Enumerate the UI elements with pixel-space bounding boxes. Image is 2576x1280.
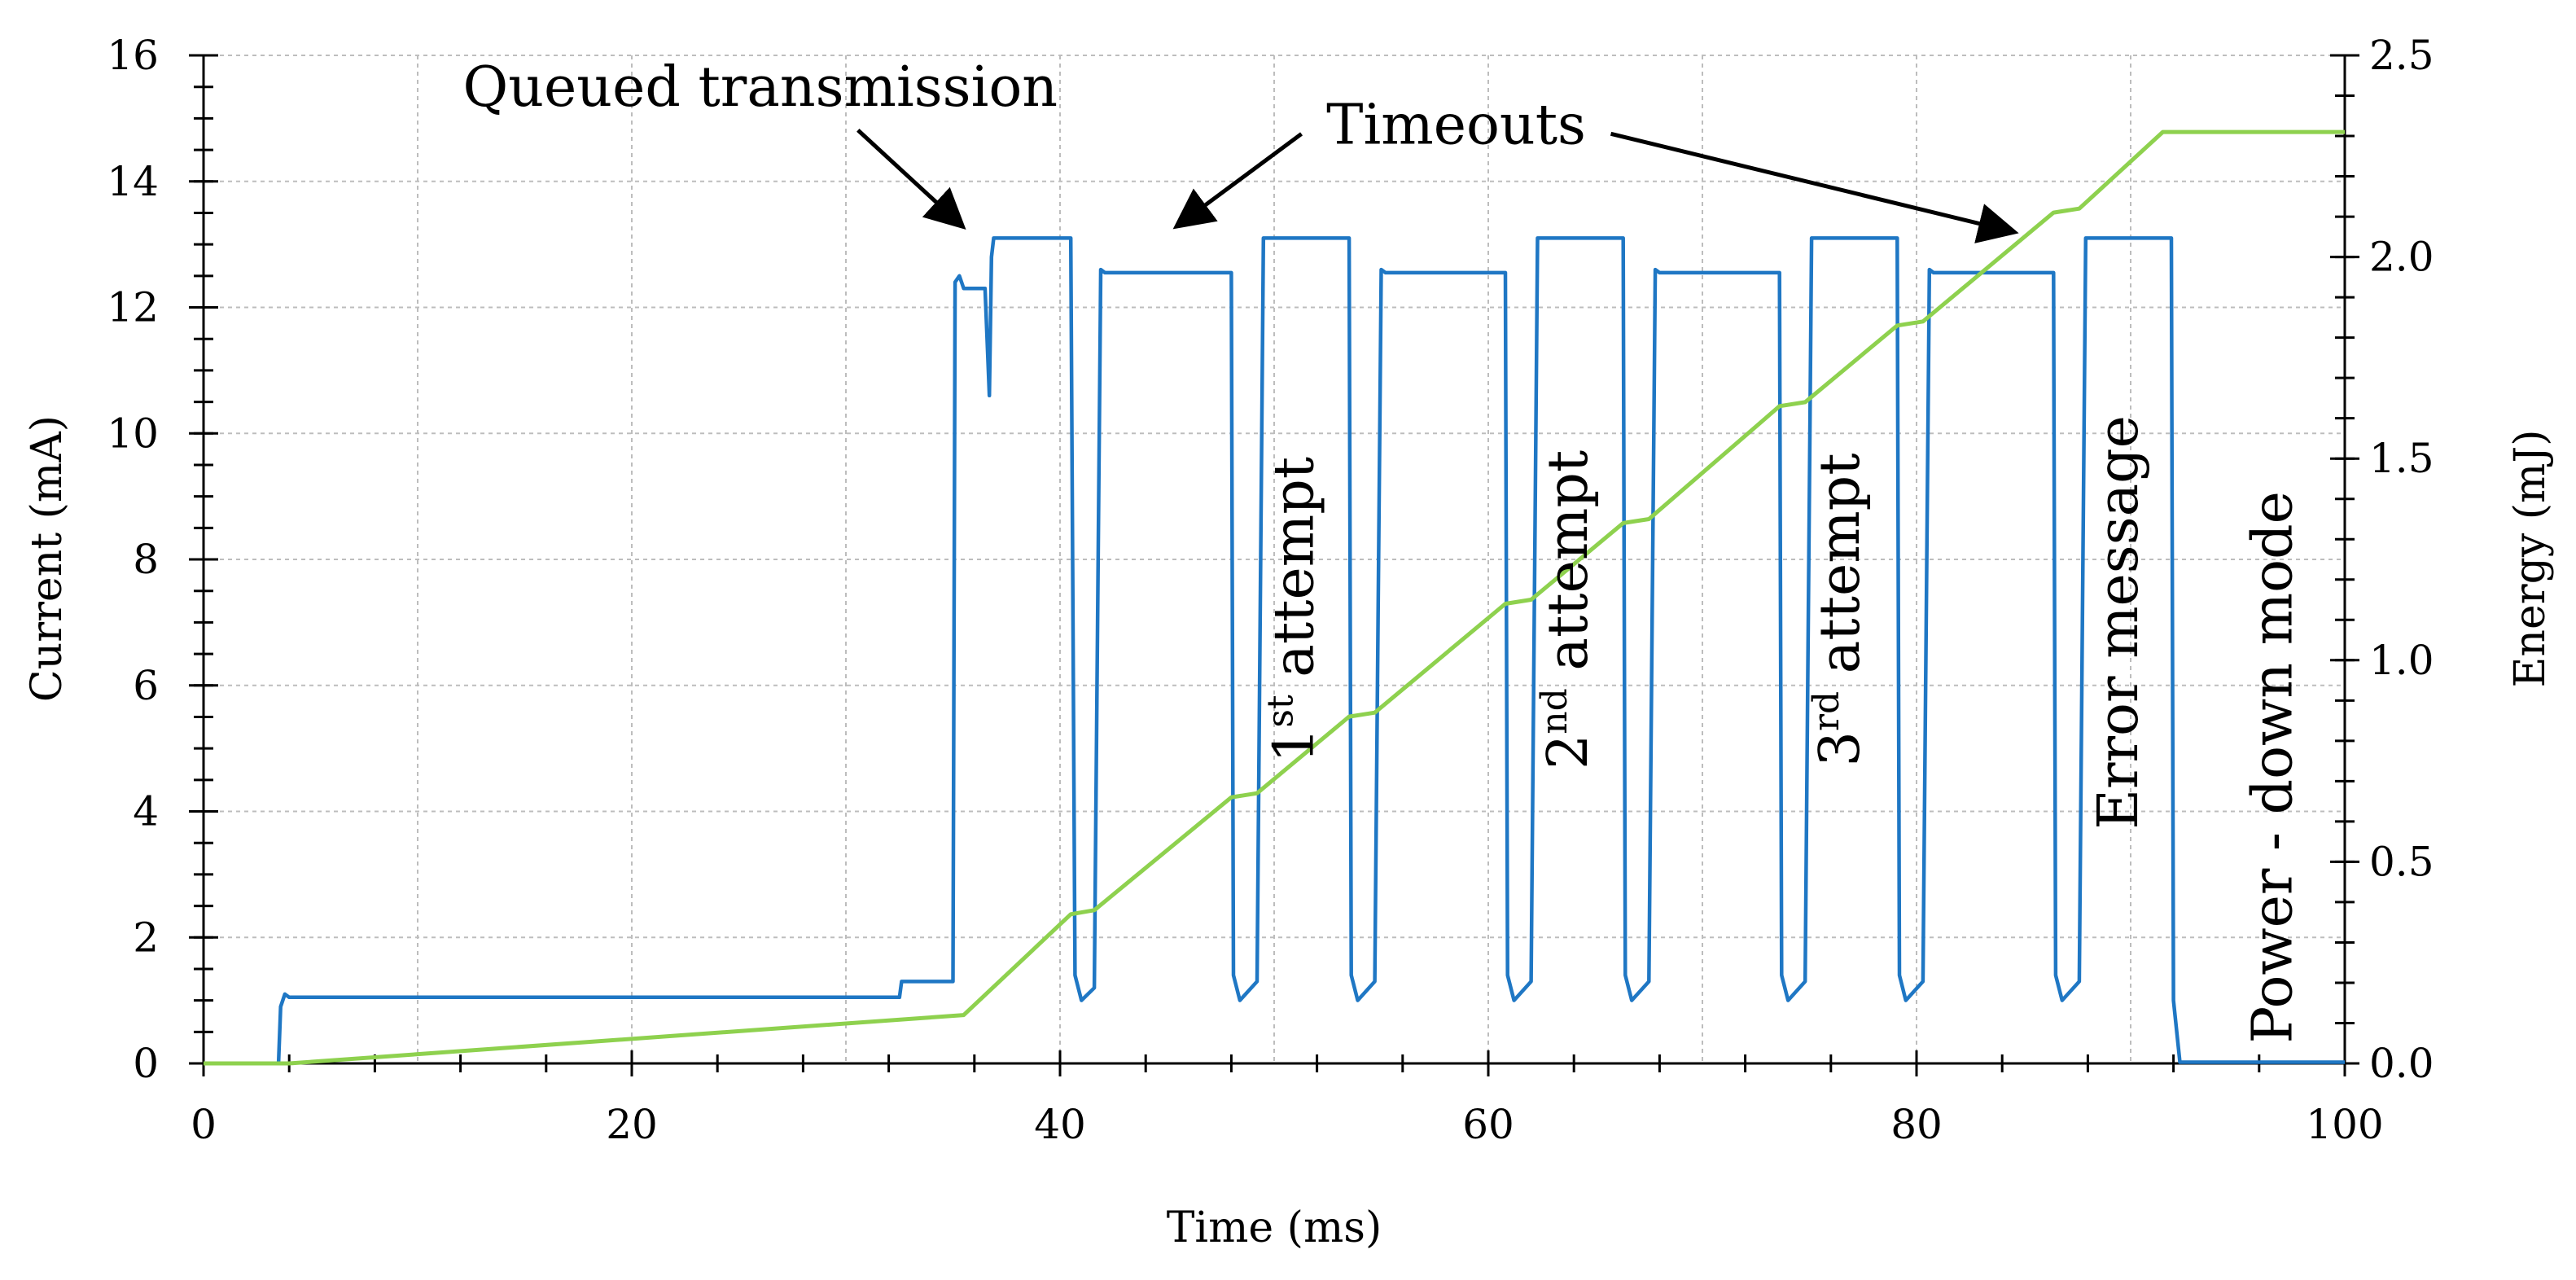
annotation-arrow bbox=[856, 129, 966, 230]
y-tick-label: 14 bbox=[107, 158, 159, 205]
x-tick-label: 20 bbox=[606, 1101, 658, 1148]
y-tick-label: 0 bbox=[133, 1040, 159, 1087]
x-tick-label: 60 bbox=[1462, 1101, 1514, 1148]
x-tick-label: 80 bbox=[1890, 1101, 1943, 1148]
label-part: Power - down mode bbox=[2241, 491, 2305, 1043]
x-tick-label: 0 bbox=[191, 1101, 217, 1148]
label-part: Error message bbox=[2087, 415, 2151, 830]
label-superscript: rd bbox=[1805, 691, 1847, 731]
label-part: 2 bbox=[1536, 734, 1601, 769]
y2-axis-label: Energy (mJ) bbox=[2506, 429, 2555, 687]
x-tick-label: 100 bbox=[2306, 1101, 2383, 1148]
annotation-arrow bbox=[1172, 132, 1303, 230]
y2-tick-label: 2.0 bbox=[2369, 234, 2434, 281]
y-tick-label: 4 bbox=[133, 788, 159, 835]
series-layer bbox=[204, 129, 2345, 1066]
phase-label: Error message bbox=[2087, 415, 2151, 830]
grid bbox=[204, 55, 2345, 1063]
phase-label: 1st attempt bbox=[1260, 457, 1327, 763]
label-part: attempt bbox=[1262, 457, 1326, 695]
annotation-text: Queued transmission bbox=[463, 55, 1058, 120]
y-tick-label: 12 bbox=[107, 284, 159, 331]
phase-label: 3rd attempt bbox=[1805, 453, 1873, 766]
annotation-text: Timeouts bbox=[1326, 93, 1586, 157]
series-current-line bbox=[204, 236, 2345, 1066]
x-axis-label: Time (ms) bbox=[1167, 1203, 1382, 1252]
phase-label: 2nd attempt bbox=[1533, 450, 1601, 769]
axes: 0 20 40 60 80 10002468101214160.00.51.01.52.0… bbox=[107, 32, 2434, 1148]
phase-label: Power - down mode bbox=[2241, 491, 2305, 1043]
label-superscript: st bbox=[1260, 695, 1301, 728]
y-tick-label: 6 bbox=[133, 662, 159, 709]
y2-tick-label: 1.0 bbox=[2369, 637, 2434, 684]
y2-tick-label: 0.5 bbox=[2369, 838, 2434, 885]
y2-tick-label: 2.5 bbox=[2369, 32, 2434, 79]
label-superscript: nd bbox=[1533, 688, 1575, 734]
y-tick-label: 10 bbox=[107, 410, 159, 457]
x-tick-label: 40 bbox=[1034, 1101, 1086, 1148]
label-part: attempt bbox=[1808, 453, 1873, 690]
y-tick-label: 8 bbox=[133, 536, 159, 583]
series-energy-line bbox=[204, 129, 2345, 1066]
y2-tick-label: 0.0 bbox=[2369, 1040, 2434, 1087]
y2-tick-label: 1.5 bbox=[2369, 435, 2434, 482]
label-part: 1 bbox=[1262, 728, 1326, 763]
label-part: attempt bbox=[1536, 450, 1601, 688]
annotation-arrow bbox=[1610, 131, 2019, 243]
y-axis-label: Current (mA) bbox=[23, 415, 72, 702]
label-part: 3 bbox=[1808, 731, 1873, 766]
y-tick-label: 2 bbox=[133, 914, 159, 961]
y-tick-label: 16 bbox=[107, 32, 159, 79]
